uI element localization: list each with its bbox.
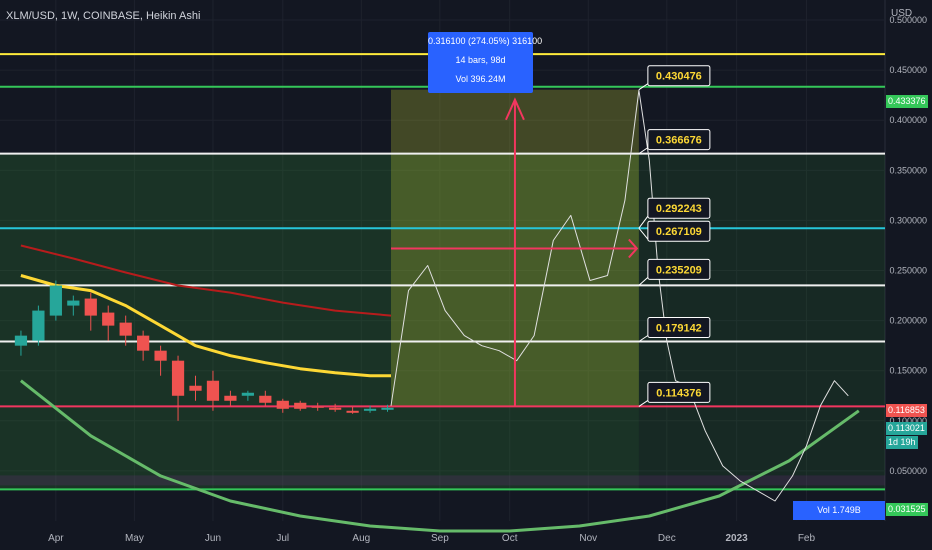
x-tick-label: Dec <box>658 533 676 544</box>
candle-body <box>224 395 237 401</box>
price-chip-green-level: 0.433376 <box>886 95 928 108</box>
projection-line <box>390 89 849 502</box>
fib-label: 0.179142 <box>656 323 702 335</box>
candle-body <box>311 406 324 408</box>
y-tick-label: 0.200000 <box>889 316 927 326</box>
candle-body <box>381 407 394 410</box>
price-chip-secondary: 0.113021 <box>886 422 927 435</box>
candle-body <box>259 395 272 403</box>
x-tick-label: Feb <box>798 533 816 544</box>
fib-callout-leader <box>638 335 649 342</box>
bottom-band <box>0 475 885 486</box>
fib-callout-leader <box>638 227 649 240</box>
candle-body <box>171 360 185 396</box>
bar-countdown: 1d 19h <box>886 436 918 449</box>
measure-arrowhead-right <box>628 238 639 259</box>
fib-label-box <box>647 129 711 151</box>
fib-callout-leader <box>638 276 649 286</box>
y-tick-label: 0.150000 <box>889 366 927 376</box>
fib-label-box <box>647 65 711 87</box>
candle-body <box>294 402 307 409</box>
fib-callout-leader <box>638 147 649 155</box>
currency-label: USD <box>891 8 913 19</box>
candle-body <box>67 300 80 306</box>
candle-body <box>137 335 150 351</box>
price-chip-last: 0.116853 <box>886 404 927 417</box>
moving-average-red <box>20 244 392 317</box>
measure-bars: 14 bars, 98d <box>455 55 506 65</box>
volume-chip: Vol 1.749B <box>793 501 885 520</box>
candle-body <box>346 410 359 413</box>
y-tick-label: 0.350000 <box>889 165 927 175</box>
fib-label: 0.366676 <box>656 135 702 147</box>
candle-body <box>49 285 62 316</box>
candle-body <box>363 408 377 411</box>
candle-body <box>84 298 97 316</box>
y-tick-label: 0.100000 <box>889 416 927 426</box>
fib-label: 0.114376 <box>656 387 701 399</box>
fib-label-box <box>647 381 711 403</box>
candle-body <box>102 312 115 326</box>
y-tick-label: 0.300000 <box>889 215 927 225</box>
fib-label-box <box>647 258 711 280</box>
y-tick-label: 0.500000 <box>889 15 927 25</box>
x-tick-label: Sep <box>431 533 449 544</box>
x-tick-label: May <box>125 533 144 544</box>
price-chip-bottom: 0.031525 <box>886 503 928 516</box>
fib-label-box <box>647 317 711 339</box>
price-axis <box>885 0 932 550</box>
y-tick-label: 0.050000 <box>889 466 927 476</box>
fib-label: 0.292243 <box>656 203 702 215</box>
candle-body <box>32 310 45 341</box>
y-tick-label: 0.400000 <box>889 115 927 125</box>
fib-label-box <box>647 220 711 242</box>
candle-body <box>241 392 254 396</box>
measure-change: 0.316100 (274.05%) 316100 <box>428 36 543 46</box>
x-tick-label: Jun <box>205 533 221 544</box>
fib-label: 0.430476 <box>656 71 702 83</box>
x-tick-label: Oct <box>502 533 518 544</box>
fib-callout-leader <box>638 215 649 229</box>
symbol-title: XLM/USD, 1W, COINBASE, Heikin Ashi <box>6 10 201 22</box>
measure-volume: Vol 396.24M <box>455 74 506 84</box>
x-tick-label: Nov <box>579 533 597 544</box>
candle-body <box>14 335 28 346</box>
candle-body <box>329 407 342 410</box>
fib-callout-leader <box>638 83 649 91</box>
moving-average-yellow <box>20 274 391 378</box>
y-tick-label: 0.450000 <box>889 65 927 75</box>
x-tick-label: 2023 <box>726 533 749 544</box>
curve-green <box>19 379 860 533</box>
y-tick-label: 0.250000 <box>889 266 927 276</box>
fib-callout-leader <box>638 399 649 407</box>
candle-body <box>276 400 289 409</box>
fib-label: 0.267109 <box>656 226 702 238</box>
candle-body <box>119 322 132 336</box>
measure-tooltip: 0.316100 (274.05%) 316100 14 bars, 98d V… <box>428 32 543 93</box>
candle-body <box>206 380 220 401</box>
x-tick-label: Apr <box>48 533 64 544</box>
measure-arrowhead-up <box>505 97 525 121</box>
candle-body <box>154 350 167 361</box>
candle-body <box>189 385 202 391</box>
x-tick-label: Aug <box>352 533 370 544</box>
x-tick-label: Jul <box>276 533 289 544</box>
fib-label: 0.235209 <box>656 264 702 276</box>
fib-label-box <box>647 197 711 219</box>
